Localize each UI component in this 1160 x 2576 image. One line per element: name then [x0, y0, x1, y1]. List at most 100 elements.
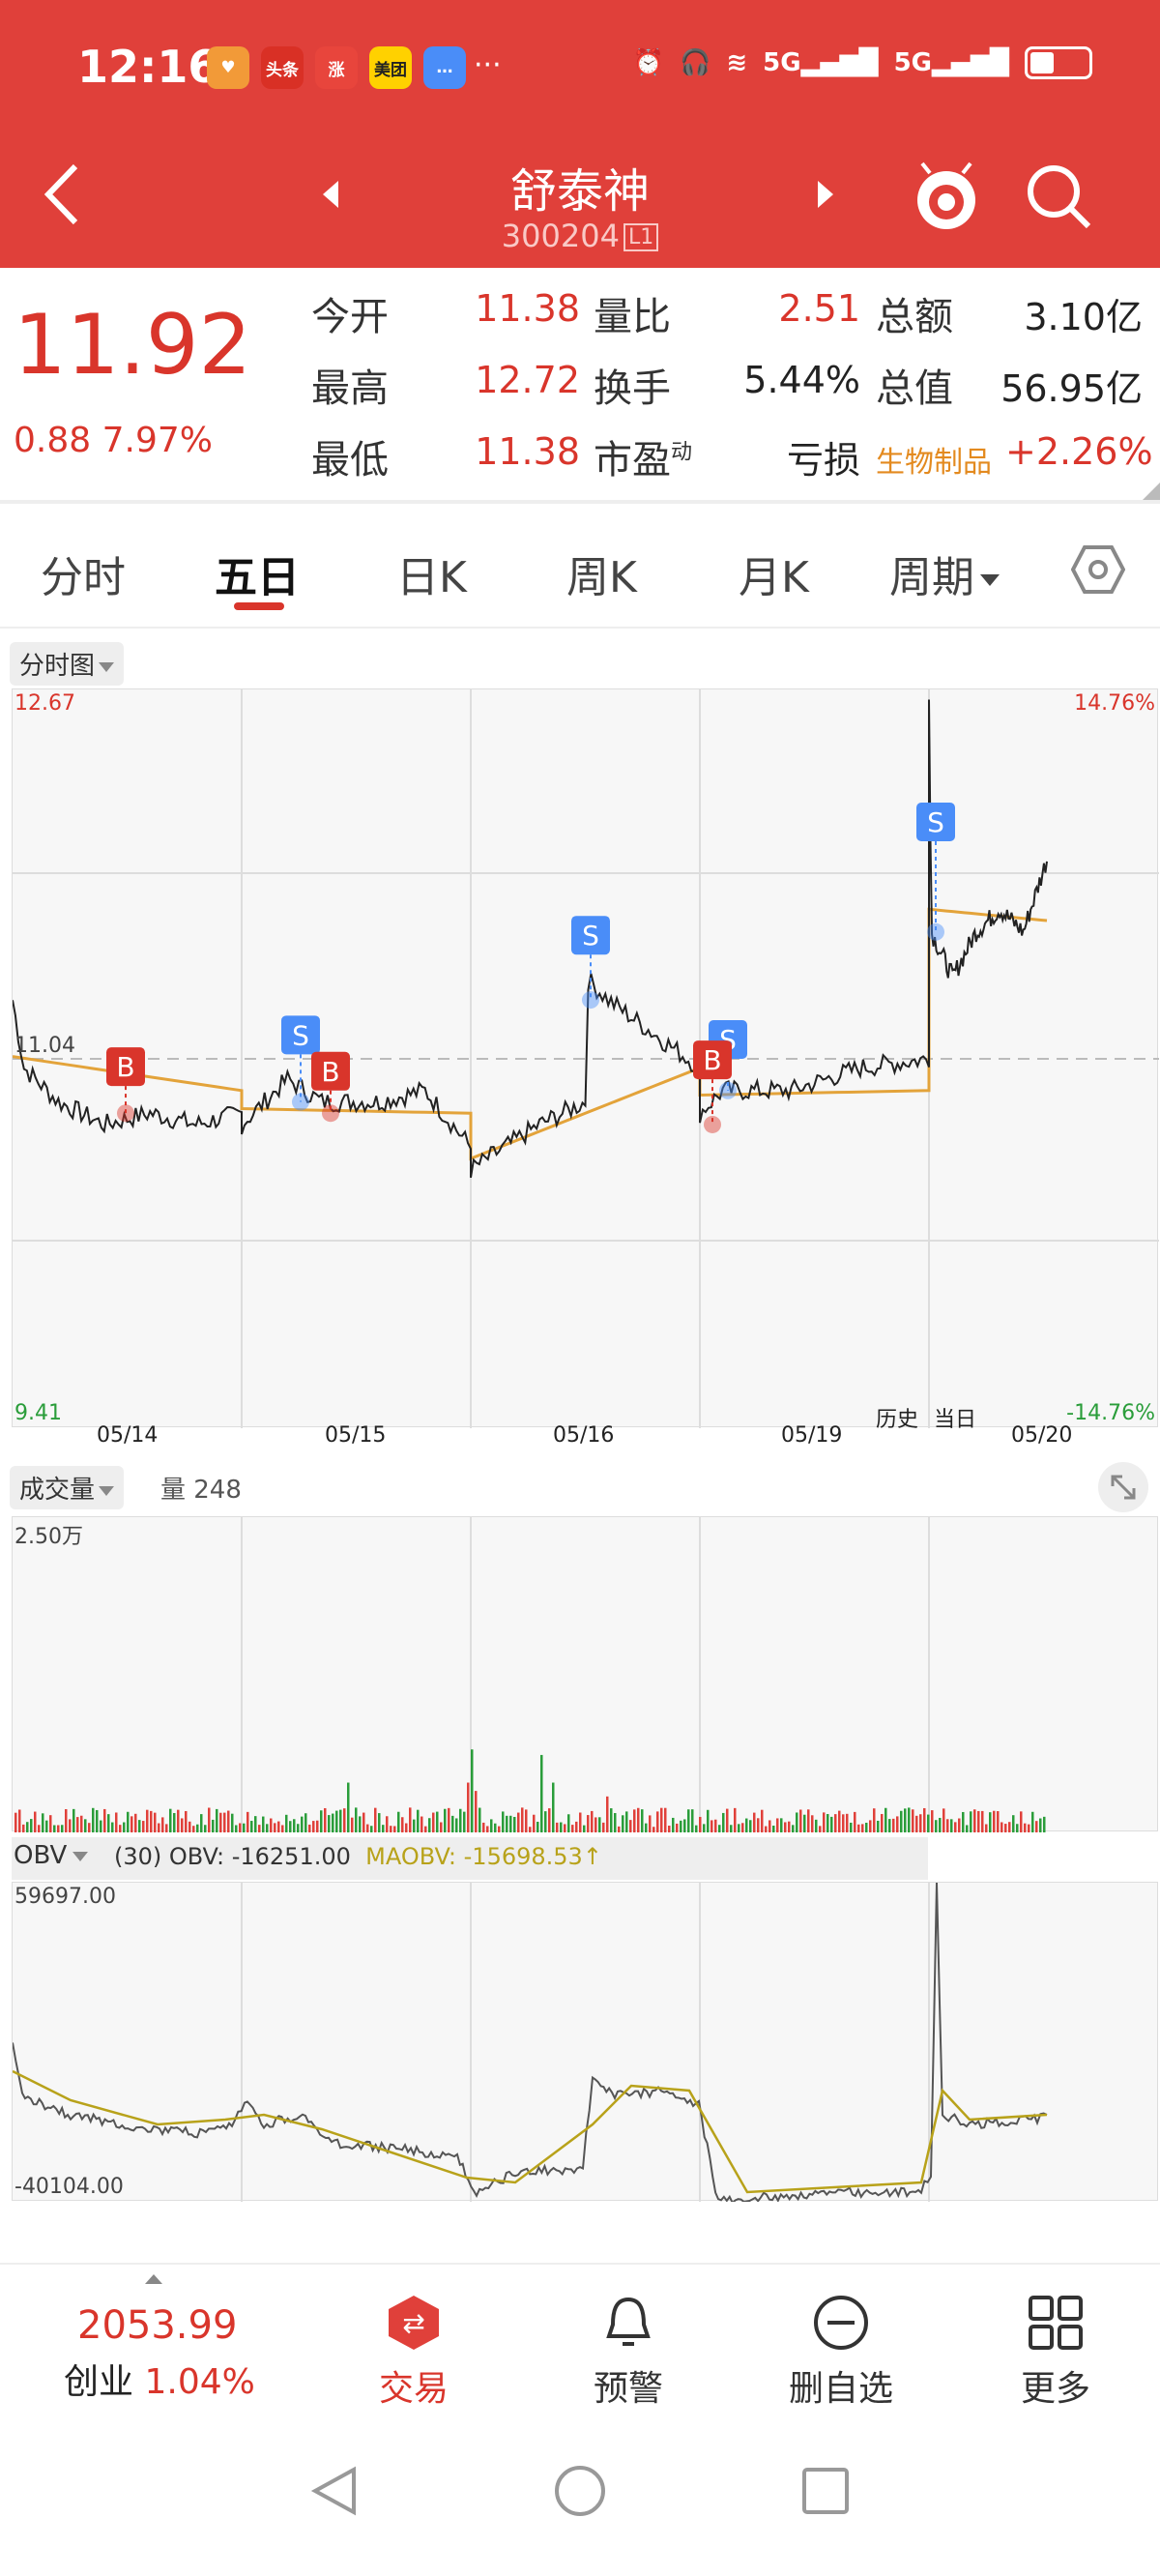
trade-marker-s	[916, 803, 955, 842]
volume-bar	[703, 1824, 706, 1832]
volume-bar	[154, 1812, 157, 1832]
tab-monthly-k[interactable]: 月K	[739, 553, 809, 602]
maobv-line	[13, 2069, 1048, 2194]
volume-bar	[792, 1825, 795, 1832]
volume-bar	[158, 1823, 160, 1832]
volume-bar	[567, 1814, 570, 1832]
settings-icon[interactable]	[1070, 544, 1126, 599]
volume-bar	[343, 1808, 346, 1832]
system-home-icon[interactable]	[553, 2464, 607, 2522]
volume-bar	[734, 1807, 737, 1832]
volume-bar	[316, 1820, 319, 1832]
volume-bar	[780, 1818, 783, 1832]
expand-up-icon[interactable]	[145, 2274, 162, 2284]
status-icons: ⏰ 🎧 ≋ 5G▂▄▆█ 5G▂▄▆█	[633, 46, 1092, 79]
volume-bar	[745, 1818, 748, 1832]
volume-bar	[173, 1812, 176, 1832]
volume-bar	[997, 1811, 1000, 1832]
pct-max-label: 14.76%	[1074, 691, 1155, 716]
trade-button[interactable]: ⇄ 交易	[336, 2294, 491, 2411]
price-ref-label: 11.04	[14, 1034, 75, 1058]
back-icon[interactable]	[43, 161, 81, 232]
sector-name[interactable]: 生物制品	[876, 446, 992, 480]
volume-bar	[212, 1819, 215, 1832]
volume-bar	[973, 1809, 976, 1832]
volume-bar	[819, 1826, 822, 1832]
volume-bar	[540, 1754, 543, 1832]
volume-bar	[200, 1814, 203, 1832]
volume-bar	[710, 1820, 713, 1832]
volume-bar	[270, 1818, 273, 1832]
volume-bar	[471, 1749, 474, 1832]
mascot-icon[interactable]	[913, 160, 980, 236]
volume-bar	[602, 1822, 605, 1832]
volume-bar	[730, 1825, 733, 1832]
index-value[interactable]: 2053.99	[77, 2303, 238, 2348]
volume-bar	[463, 1811, 466, 1832]
volume-bar	[788, 1821, 791, 1832]
prev-stock-icon[interactable]	[321, 179, 340, 214]
heart-app-icon: ♥	[207, 46, 249, 89]
tab-period[interactable]: 周期	[889, 542, 1000, 604]
more-button[interactable]: 更多	[978, 2294, 1133, 2411]
volume-bar	[281, 1825, 284, 1832]
volume-bar	[115, 1812, 118, 1832]
volume-bar	[776, 1818, 779, 1832]
volume-bar	[26, 1822, 29, 1832]
volume-bar	[339, 1809, 342, 1832]
status-bar: 12:16 ♥ 头条 涨 美团 … ··· ⏰ 🎧 ≋ 5G▂▄▆█ 5G▂▄▆…	[0, 0, 1160, 145]
volume-bar	[594, 1817, 597, 1832]
chevron-down-icon	[99, 661, 115, 672]
tab-five-day[interactable]: 五日	[215, 553, 300, 602]
history-label[interactable]: 历史	[876, 1408, 919, 1432]
volume-bar	[308, 1824, 311, 1832]
volume-bar	[622, 1815, 624, 1832]
volume-bar	[382, 1825, 385, 1832]
marker-label: B	[116, 1051, 134, 1083]
volume-value: 量 248	[160, 1476, 242, 1505]
volume-bar	[107, 1814, 110, 1832]
volume-bar	[498, 1826, 501, 1832]
turnover-value: 5.44%	[743, 359, 860, 401]
obv-selector[interactable]: OBV	[14, 1841, 89, 1870]
volume-bar	[239, 1823, 242, 1832]
chevron-down-icon	[980, 574, 1000, 586]
expand-icon[interactable]	[1098, 1462, 1148, 1512]
volume-bar	[475, 1791, 478, 1832]
volume-bar	[413, 1819, 416, 1832]
volume-bar	[629, 1820, 632, 1832]
system-recents-icon[interactable]	[798, 2464, 853, 2522]
volume-chart[interactable]: 2.50万	[12, 1516, 1158, 1832]
price-max-label: 12.67	[14, 691, 75, 716]
volume-bar	[772, 1825, 775, 1832]
tab-daily-k[interactable]: 日K	[396, 553, 467, 602]
tab-weekly-k[interactable]: 周K	[566, 553, 637, 602]
volume-chart-selector[interactable]: 成交量	[10, 1466, 125, 1509]
volume-bar	[521, 1807, 524, 1832]
today-label[interactable]: 当日	[934, 1408, 977, 1432]
obv-chart[interactable]: 59697.00 -40104.00	[12, 1882, 1158, 2202]
index-summary[interactable]: 创业 1.04%	[64, 2362, 255, 2402]
amount-label: 总额	[876, 295, 953, 339]
volume-bar	[328, 1815, 331, 1832]
volume-bar	[277, 1821, 280, 1832]
volume-bar	[258, 1825, 261, 1832]
tab-intraday[interactable]: 分时	[41, 553, 126, 602]
volume-bar	[834, 1814, 837, 1832]
open-value: 11.38	[475, 287, 580, 330]
search-icon[interactable]	[1025, 162, 1092, 234]
volume-bar	[587, 1815, 590, 1832]
system-back-icon[interactable]	[307, 2464, 362, 2522]
volume-bar	[691, 1809, 694, 1832]
intraday-chart-selector[interactable]: 分时图	[10, 642, 125, 686]
volume-bar	[289, 1821, 292, 1832]
volume-bar	[428, 1818, 431, 1832]
volume-bar	[370, 1826, 373, 1832]
marker-label: S	[292, 1019, 309, 1051]
remove-watchlist-button[interactable]: 删自选	[764, 2294, 918, 2411]
marker-label: B	[321, 1056, 339, 1088]
alert-button[interactable]: 预警	[551, 2294, 706, 2411]
next-stock-icon[interactable]	[816, 179, 835, 214]
volume-bar	[424, 1826, 427, 1832]
